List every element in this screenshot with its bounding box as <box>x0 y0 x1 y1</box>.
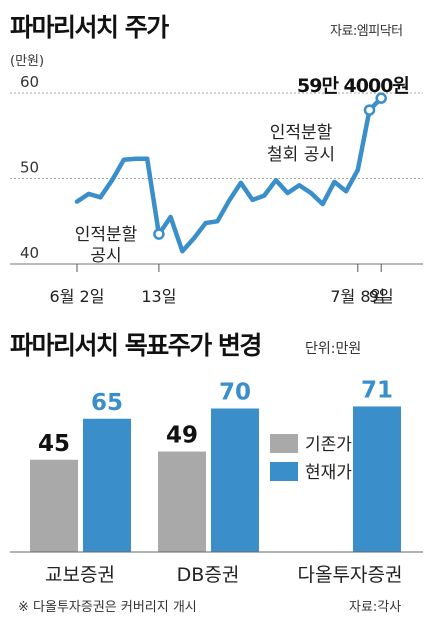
bar-chart-source: 자료:각사 <box>349 600 402 615</box>
target-price-title: 파마리서치 목표주가 변경 <box>10 331 262 360</box>
bar-previous <box>158 451 206 552</box>
bar-previous <box>30 459 78 552</box>
line-markers <box>153 92 387 240</box>
bar-value-label: 45 <box>38 431 70 457</box>
x-tick-label: 7월 8일 <box>330 287 385 306</box>
line-marker <box>153 228 165 240</box>
category-label: 교보증권 <box>45 564 115 586</box>
x-tick-label: 9일 <box>369 287 394 306</box>
bar-value-label: 71 <box>361 377 393 403</box>
footnote: ※ 다올투자증권은 커버리지 개시 <box>18 600 197 615</box>
legend-swatch <box>270 462 298 481</box>
stock-chart-title: 파마리서치 주가 <box>10 13 169 42</box>
y-tick-label-60: 60 <box>20 73 39 91</box>
legend-label: 현재가 <box>305 463 352 483</box>
category-label: DB증권 <box>177 564 240 586</box>
x-tick-label: 13일 <box>141 287 176 306</box>
line-marker <box>375 92 387 104</box>
target-price-unit: 단위:만원 <box>305 341 362 357</box>
peak-price-label: 59만 4000원 <box>297 75 409 97</box>
category-label: 다올투자증권 <box>298 564 403 586</box>
line-y-ticks: 40 50 60 <box>20 73 39 262</box>
legend-label: 기존가 <box>305 435 352 455</box>
annotation-split-announcement: 인적분할 공시 <box>75 225 138 266</box>
bar-current <box>211 408 259 552</box>
y-tick-label-50: 50 <box>20 159 39 177</box>
stock-chart-unit: (만원) <box>10 54 45 69</box>
bar-value-label: 49 <box>166 423 198 449</box>
bar-value-label: 70 <box>219 380 251 406</box>
x-tick-label: 6월 2일 <box>50 287 105 306</box>
annotation-split-withdrawal: 인적분할 철회 공시 <box>267 123 335 165</box>
stock-chart-source: 자료:엠피닥터 <box>330 24 403 39</box>
legend-swatch <box>270 434 298 453</box>
bar-value-label: 65 <box>91 390 123 416</box>
line-marker <box>363 104 376 116</box>
y-tick-label-40: 40 <box>20 244 39 262</box>
bar-current <box>353 406 401 552</box>
stock-price-line <box>74 95 384 254</box>
bar-current <box>83 418 131 552</box>
bar-group: 45 65 교보증권 49 70 DB증권 71 다올투자증권 <box>30 377 402 586</box>
